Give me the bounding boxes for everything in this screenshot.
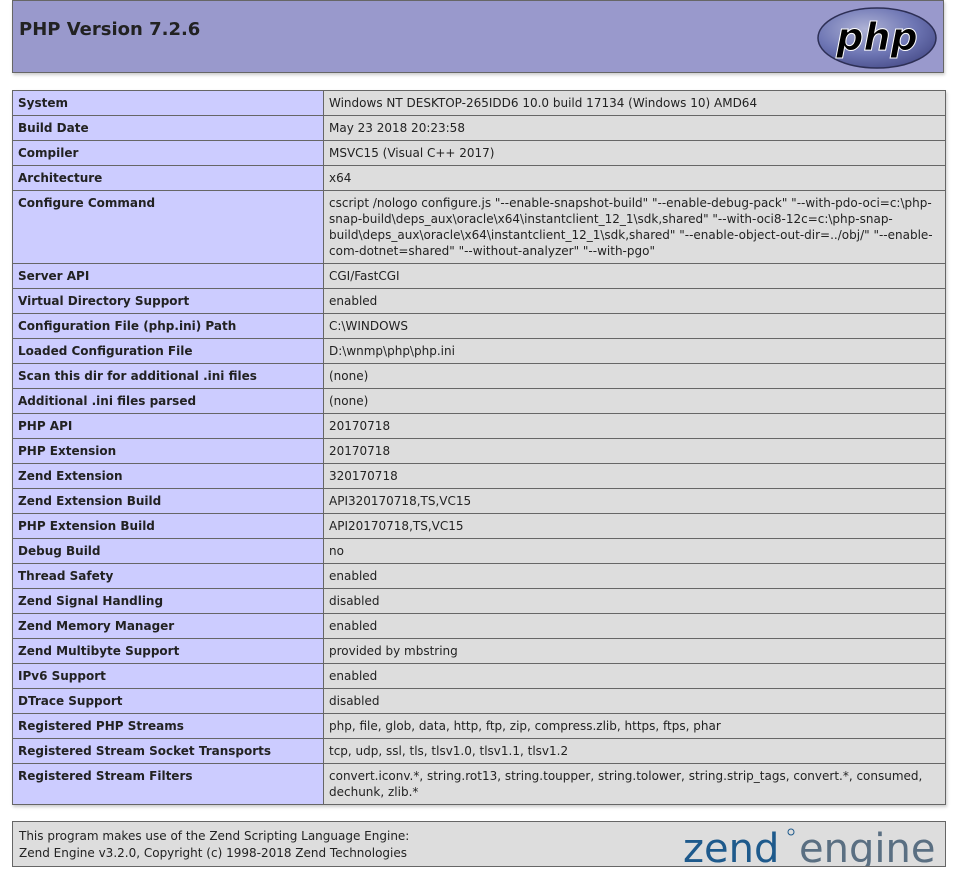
info-value: no — [323, 538, 946, 564]
info-row: Compiler MSVC15 (Visual C++ 2017) — [12, 140, 946, 166]
info-value: tcp, udp, ssl, tls, tlsv1.0, tlsv1.1, tl… — [323, 738, 946, 764]
info-value: D:\wnmp\php\php.ini — [323, 338, 946, 364]
info-value: 320170718 — [323, 463, 946, 489]
php-logo-text: php — [835, 15, 917, 59]
info-row: Server API CGI/FastCGI — [12, 263, 946, 289]
info-row: Zend Memory Manager enabled — [12, 613, 946, 639]
info-value: API320170718,TS,VC15 — [323, 488, 946, 514]
info-value: Windows NT DESKTOP-265IDD6 10.0 build 17… — [323, 90, 946, 116]
info-key: Virtual Directory Support — [12, 288, 324, 314]
info-row: PHP Extension Build API20170718,TS,VC15 — [12, 513, 946, 539]
info-value: CGI/FastCGI — [323, 263, 946, 289]
info-key: Architecture — [12, 165, 324, 191]
info-row: System Windows NT DESKTOP-265IDD6 10.0 bu… — [12, 90, 946, 116]
page-title: PHP Version 7.2.6 — [19, 19, 201, 40]
info-key: Additional .ini files parsed — [12, 388, 324, 414]
info-key: PHP Extension — [12, 438, 324, 464]
info-row: Debug Build no — [12, 538, 946, 564]
info-key: Loaded Configuration File — [12, 338, 324, 364]
info-value: MSVC15 (Visual C++ 2017) — [323, 140, 946, 166]
info-key: Zend Extension Build — [12, 488, 324, 514]
zend-logo-word-engine: engine — [799, 826, 935, 866]
info-row: Configure Command cscript /nologo configu… — [12, 190, 946, 264]
info-row: Virtual Directory Support enabled — [12, 288, 946, 314]
zend-logo-word-zend: zend — [683, 826, 779, 866]
info-row: Scan this dir for additional .ini files(… — [12, 363, 946, 389]
info-key: Server API — [12, 263, 324, 289]
info-key: DTrace Support — [12, 688, 324, 714]
info-key: Scan this dir for additional .ini files — [12, 363, 324, 389]
info-value: convert.iconv.*, string.rot13, string.to… — [323, 763, 946, 805]
build-info-table: System Windows NT DESKTOP-265IDD6 10.0 bu… — [12, 90, 946, 805]
info-value: enabled — [323, 663, 946, 689]
zend-engine-logo-icon[interactable]: zend engine — [681, 824, 941, 866]
info-row: PHP API 20170718 — [12, 413, 946, 439]
info-key: Registered Stream Filters — [12, 763, 324, 805]
footer-line-2: Zend Engine v3.2.0, Copyright (c) 1998-2… — [19, 846, 408, 860]
info-key: Zend Memory Manager — [12, 613, 324, 639]
info-key: Thread Safety — [12, 563, 324, 589]
info-value: disabled — [323, 588, 946, 614]
info-key: System — [12, 90, 324, 116]
info-row: Additional .ini files parsed (none) — [12, 388, 946, 414]
info-value: (none) — [323, 388, 946, 414]
info-key: Build Date — [12, 115, 324, 141]
info-key: PHP API — [12, 413, 324, 439]
php-logo-icon[interactable]: php — [817, 7, 937, 69]
info-value: disabled — [323, 688, 946, 714]
info-key: Zend Multibyte Support — [12, 638, 324, 664]
info-key: Registered PHP Streams — [12, 713, 324, 739]
info-value: enabled — [323, 288, 946, 314]
info-value: x64 — [323, 165, 946, 191]
info-value: cscript /nologo configure.js "--enable-s… — [323, 190, 946, 264]
info-value: May 23 2018 20:23:58 — [323, 115, 946, 141]
info-row: Loaded Configuration File D:\wnmp\php\php… — [12, 338, 946, 364]
info-row: Thread Safety enabled — [12, 563, 946, 589]
info-row: Registered Stream Socket Transports tcp, … — [12, 738, 946, 764]
info-row: DTrace Support disabled — [12, 688, 946, 714]
php-version-header: PHP Version 7.2.6 php — [12, 0, 944, 73]
info-row: Zend Signal Handling disabled — [12, 588, 946, 614]
info-row: Zend Extension 320170718 — [12, 463, 946, 489]
info-row: Configuration File (php.ini) Path C:\WIND… — [12, 313, 946, 339]
info-row: Registered PHP Streams php, file, glob, d… — [12, 713, 946, 739]
info-value: enabled — [323, 613, 946, 639]
info-value: enabled — [323, 563, 946, 589]
info-key: Configure Command — [12, 190, 324, 264]
info-row: Build Date May 23 2018 20:23:58 — [12, 115, 946, 141]
info-value: API20170718,TS,VC15 — [323, 513, 946, 539]
info-key: Configuration File (php.ini) Path — [12, 313, 324, 339]
info-key: Registered Stream Socket Transports — [12, 738, 324, 764]
footer-text: This program makes use of the Zend Scrip… — [19, 828, 409, 862]
info-value: 20170718 — [323, 438, 946, 464]
info-value: 20170718 — [323, 413, 946, 439]
info-value: provided by mbstring — [323, 638, 946, 664]
info-key: Debug Build — [12, 538, 324, 564]
zend-engine-footer: This program makes use of the Zend Scrip… — [12, 821, 946, 867]
info-key: Compiler — [12, 140, 324, 166]
info-value: php, file, glob, data, http, ftp, zip, c… — [323, 713, 946, 739]
info-key: IPv6 Support — [12, 663, 324, 689]
info-key: PHP Extension Build — [12, 513, 324, 539]
info-value: (none) — [323, 363, 946, 389]
info-row: Zend Extension Build API320170718,TS,VC15 — [12, 488, 946, 514]
info-row: IPv6 Support enabled — [12, 663, 946, 689]
info-key: Zend Signal Handling — [12, 588, 324, 614]
info-row: PHP Extension 20170718 — [12, 438, 946, 464]
info-key: Zend Extension — [12, 463, 324, 489]
footer-line-1: This program makes use of the Zend Scrip… — [19, 829, 410, 843]
info-row: Registered Stream Filters convert.iconv.*… — [12, 763, 946, 805]
info-row: Architecture x64 — [12, 165, 946, 191]
info-value: C:\WINDOWS — [323, 313, 946, 339]
info-row: Zend Multibyte Support provided by mbstri… — [12, 638, 946, 664]
